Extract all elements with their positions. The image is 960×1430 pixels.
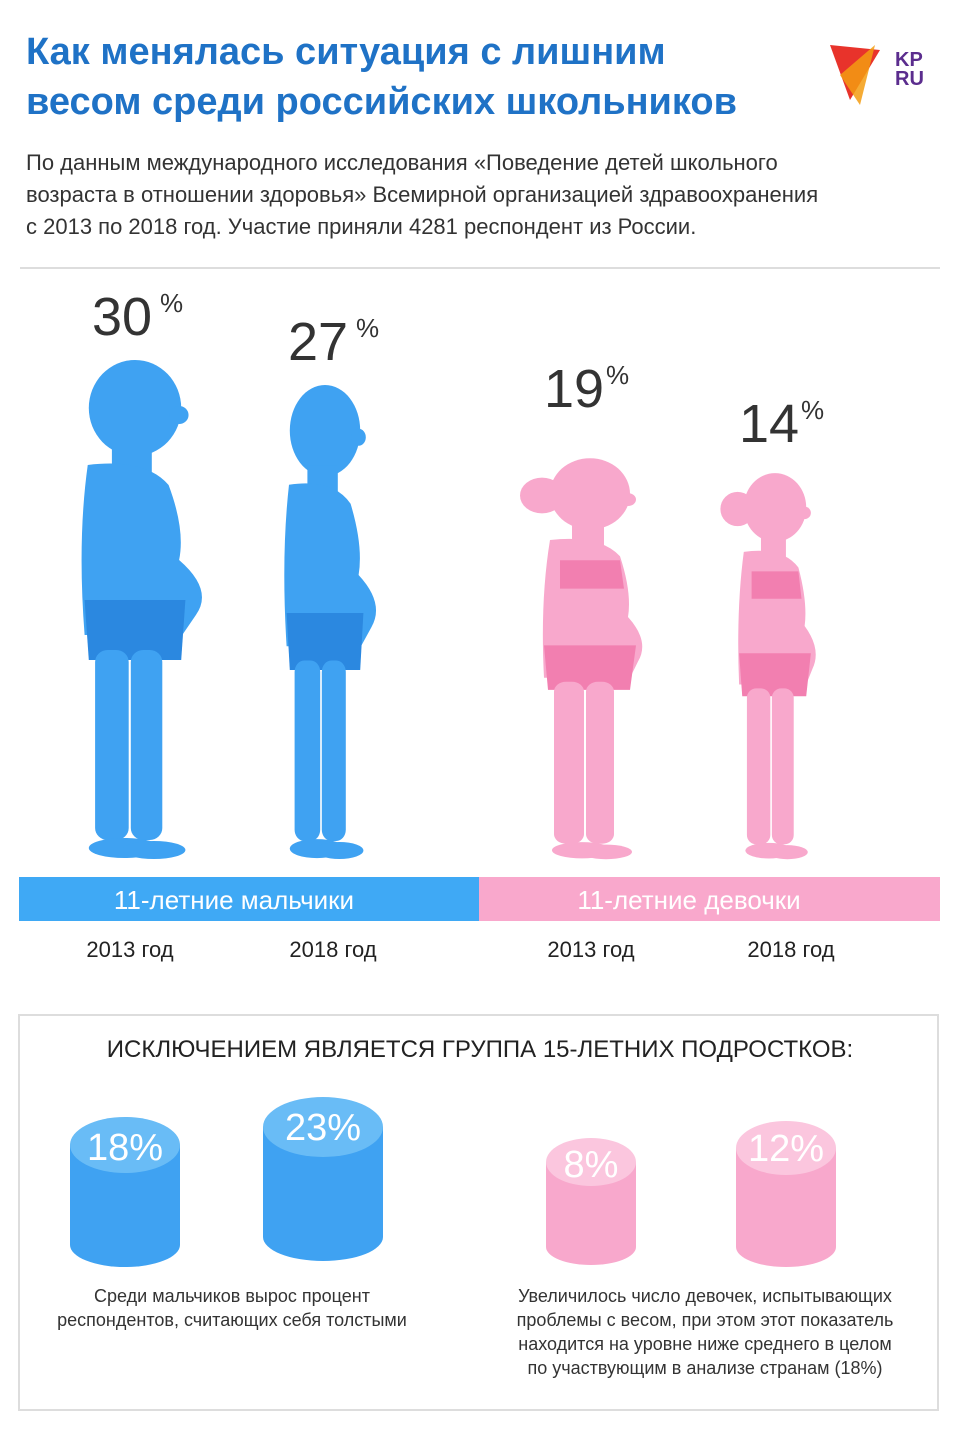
group-band	[479, 877, 940, 921]
percent-unit: %	[356, 313, 379, 343]
year-label: 2013 год	[86, 937, 173, 962]
cylinder	[263, 1097, 383, 1261]
caption-line: находится на уровне ниже среднего в цело…	[518, 1334, 891, 1354]
logo-text: KP	[895, 49, 923, 71]
exception-box	[18, 1014, 939, 1411]
caption-line: Увеличилось число девочек, испытывающих	[518, 1286, 892, 1306]
cylinder-label: 8%	[564, 1144, 619, 1186]
percent-unit: %	[606, 360, 629, 390]
percent: 19	[544, 359, 604, 419]
year-label: 2018 год	[289, 937, 376, 962]
subtitle-line: с 2013 по 2018 год. Участие приняли 4281…	[26, 214, 696, 239]
caption-line: проблемы с весом, при этом этот показате…	[517, 1310, 894, 1330]
boy-figure	[284, 385, 377, 860]
subtitle-line: возраста в отношении здоровья» Всемирной…	[26, 182, 818, 207]
logo: KP RU	[830, 45, 924, 105]
group-label: 11-летние девочки	[577, 885, 800, 915]
logo-text: RU	[895, 68, 924, 90]
cylinder	[70, 1117, 180, 1267]
cylinder-label: 18%	[87, 1127, 163, 1169]
percent: 14	[739, 394, 799, 454]
group-band	[19, 877, 479, 921]
caption-line: по участвующим в анализе странам (18%)	[527, 1358, 882, 1378]
caption-line: респондентов, считающих себя толстыми	[57, 1310, 407, 1330]
cylinder	[546, 1138, 636, 1265]
percent-unit: %	[160, 288, 183, 318]
subtitle-line: По данным международного исследования «П…	[26, 150, 778, 175]
group-label: 11-летние мальчики	[114, 885, 354, 915]
girl-figure	[720, 473, 816, 860]
year-label: 2018 год	[747, 937, 834, 962]
cylinder-label: 23%	[285, 1107, 361, 1149]
cylinder-label: 12%	[748, 1128, 824, 1170]
exception-heading: ИСКЛЮЧЕНИЕМ ЯВЛЯЕТСЯ ГРУППА 15-ЛЕТНИХ ПО…	[107, 1036, 853, 1063]
title-line: Как менялась ситуация с лишним	[26, 31, 666, 73]
percent: 27	[288, 312, 348, 372]
percent: 30	[92, 287, 152, 347]
title-line: весом среди российских школьников	[26, 81, 737, 123]
cylinder	[736, 1121, 836, 1267]
year-label: 2013 год	[547, 937, 634, 962]
percent-unit: %	[801, 395, 824, 425]
caption-line: Среди мальчиков вырос процент	[94, 1286, 370, 1306]
boy-figure	[81, 360, 202, 859]
girl-figure	[520, 458, 643, 860]
